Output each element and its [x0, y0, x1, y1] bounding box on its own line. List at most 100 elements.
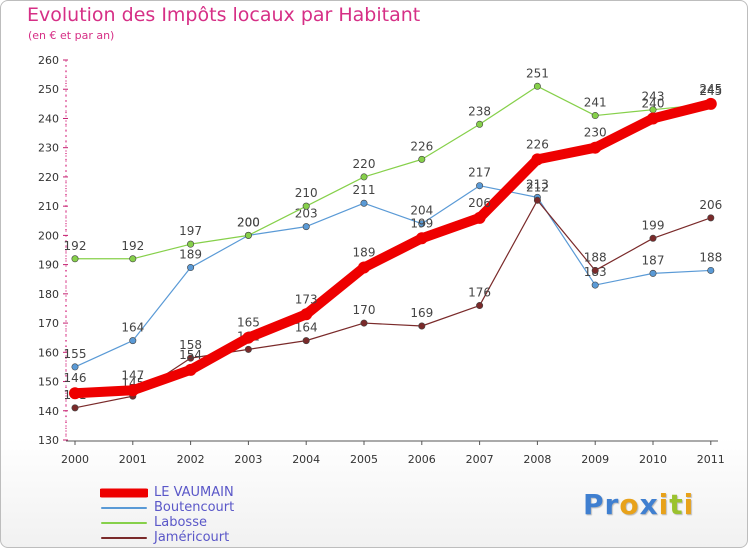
data-label-le-vaumain: 240 [642, 96, 665, 110]
x-tick-label: 2001 [119, 453, 147, 466]
y-tick-label: 210 [38, 200, 59, 213]
data-label-jam-ricourt: 169 [410, 306, 433, 320]
data-point-jam-ricourt [360, 319, 368, 327]
data-point-jam-ricourt [649, 234, 657, 242]
data-label-jam-ricourt: 170 [353, 303, 376, 317]
data-label-labosse: 200 [237, 215, 260, 229]
data-label-jam-ricourt: 158 [179, 338, 202, 352]
data-point-le-vaumain [415, 232, 428, 245]
data-point-le-vaumain [242, 331, 255, 344]
data-point-le-vaumain [589, 141, 602, 154]
data-label-le-vaumain: 165 [237, 316, 260, 330]
data-label-labosse: 226 [410, 139, 433, 153]
data-point-boutencourt [187, 264, 195, 272]
data-label-labosse: 197 [179, 224, 202, 238]
x-tick-label: 2002 [177, 453, 205, 466]
y-tick-label: 130 [38, 434, 59, 447]
y-tick-label: 160 [38, 346, 59, 359]
y-tick-label: 190 [38, 259, 59, 272]
data-point-jam-ricourt [533, 196, 541, 204]
y-tick-label: 140 [38, 405, 59, 418]
x-tick-label: 2003 [234, 453, 262, 466]
y-tick-label: 220 [38, 171, 59, 184]
y-tick-label: 250 [38, 83, 59, 96]
data-point-le-vaumain [126, 384, 139, 397]
data-label-labosse: 241 [584, 96, 607, 110]
legend-item: Labosse [100, 515, 234, 530]
data-label-boutencourt: 213 [526, 177, 549, 191]
data-label-le-vaumain: 226 [526, 137, 549, 151]
data-point-boutencourt [360, 199, 368, 207]
data-label-labosse: 220 [353, 157, 376, 171]
data-label-le-vaumain: 147 [121, 368, 144, 382]
y-tick-label: 200 [38, 229, 59, 242]
logo-letter: o [619, 488, 640, 521]
y-tick-label: 230 [38, 142, 59, 155]
data-label-boutencourt: 187 [642, 253, 665, 267]
series-line-jam-ricourt [74, 199, 712, 409]
data-label-jam-ricourt: 199 [642, 218, 665, 232]
data-point-boutencourt [707, 266, 715, 274]
data-point-labosse [71, 255, 79, 263]
data-label-boutencourt: 211 [353, 183, 376, 197]
data-label-labosse: 192 [121, 239, 144, 253]
series-line-labosse [74, 85, 712, 260]
data-point-le-vaumain [473, 211, 486, 224]
x-tick-label: 2008 [523, 453, 551, 466]
x-tick-label: 2011 [697, 453, 725, 466]
chart-legend: LE VAUMAIN Boutencourt Labosse Jaméricourt [100, 485, 234, 545]
data-point-boutencourt [649, 269, 657, 277]
data-label-labosse: 251 [526, 66, 549, 80]
data-point-labosse [591, 112, 599, 120]
x-tick-label: 2010 [639, 453, 667, 466]
data-label-labosse: 192 [64, 239, 87, 253]
x-tick-label: 2005 [350, 453, 378, 466]
y-tick-label: 150 [38, 376, 59, 389]
data-point-jam-ricourt [418, 322, 426, 330]
data-label-boutencourt: 188 [699, 250, 722, 264]
data-label-labosse: 238 [468, 104, 491, 118]
data-point-jam-ricourt [244, 345, 252, 353]
data-label-boutencourt: 155 [64, 347, 87, 361]
logo-letter: r [604, 488, 620, 521]
logo-letter: i [658, 488, 670, 521]
data-label-jam-ricourt: 176 [468, 286, 491, 300]
y-tick-label: 260 [38, 54, 59, 67]
chart-subtitle: (en € et par an) [28, 29, 115, 42]
data-label-le-vaumain: 206 [468, 196, 491, 210]
data-point-jam-ricourt [71, 404, 79, 412]
logo-letter: t [669, 488, 684, 521]
data-label-boutencourt: 200 [237, 215, 260, 229]
legend-item: LE VAUMAIN [100, 485, 234, 500]
legend-item: Boutencourt [100, 500, 234, 515]
x-tick-label: 2004 [292, 453, 320, 466]
data-point-jam-ricourt [591, 266, 599, 274]
data-label-boutencourt: 204 [410, 204, 433, 218]
x-tick-label: 2006 [408, 453, 436, 466]
data-point-boutencourt [418, 220, 426, 228]
data-point-le-vaumain [69, 387, 81, 400]
data-label-jam-ricourt: 188 [584, 250, 607, 264]
legend-label: Labosse [154, 515, 207, 530]
legend-label: Jaméricourt [154, 530, 230, 545]
data-label-labosse: 245 [699, 84, 722, 98]
legend-swatch [100, 488, 148, 497]
legend-item: Jaméricourt [100, 530, 234, 545]
proxiti-logo: Proxiti [583, 488, 694, 521]
data-label-boutencourt: 203 [295, 207, 318, 221]
logo-letter: x [639, 488, 659, 521]
data-point-labosse [129, 255, 137, 263]
data-point-labosse [244, 231, 252, 239]
data-label-le-vaumain: 189 [353, 246, 376, 260]
data-point-le-vaumain [358, 261, 370, 274]
series-line-boutencourt [74, 185, 712, 368]
data-label-jam-ricourt: 206 [699, 198, 722, 212]
data-point-labosse [187, 240, 195, 248]
data-point-le-vaumain [704, 97, 717, 110]
data-point-boutencourt [591, 281, 599, 289]
x-tick-label: 2009 [581, 453, 609, 466]
y-tick-label: 170 [38, 317, 59, 330]
logo-letter: P [583, 488, 605, 521]
data-label-boutencourt: 217 [468, 166, 491, 180]
